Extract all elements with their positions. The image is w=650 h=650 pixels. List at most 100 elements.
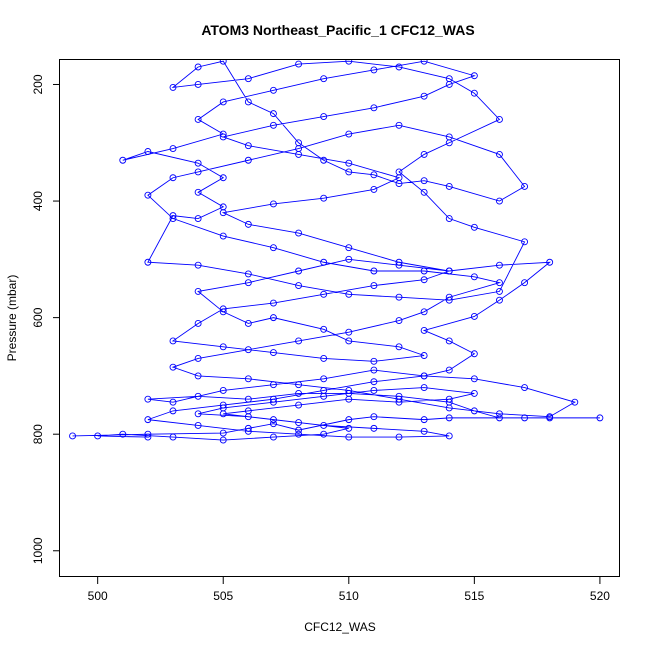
data-point bbox=[295, 145, 303, 153]
data-point bbox=[144, 191, 152, 199]
y-tick-label: 400 bbox=[31, 191, 45, 211]
y-tick-label: 800 bbox=[31, 424, 45, 444]
data-point bbox=[270, 86, 277, 94]
data-point bbox=[320, 354, 328, 362]
data-point bbox=[244, 424, 252, 432]
data-point bbox=[345, 424, 353, 432]
data-point bbox=[320, 156, 328, 164]
data-point bbox=[345, 433, 353, 441]
data-point bbox=[270, 398, 277, 406]
data-point bbox=[395, 258, 403, 266]
data-point bbox=[370, 267, 378, 275]
data-point bbox=[345, 159, 353, 167]
data-point bbox=[420, 60, 428, 65]
data-point bbox=[320, 430, 328, 438]
data-point bbox=[169, 337, 177, 345]
data-point bbox=[445, 395, 453, 403]
data-point bbox=[345, 387, 353, 394]
data-point bbox=[295, 267, 303, 275]
data-point bbox=[194, 261, 202, 269]
data-point bbox=[219, 174, 227, 182]
data-point bbox=[270, 244, 277, 252]
data-point bbox=[144, 395, 152, 403]
x-tick-label: 500 bbox=[88, 589, 108, 603]
data-point bbox=[420, 327, 428, 334]
y-tick-label: 1000 bbox=[31, 537, 45, 564]
data-point bbox=[194, 320, 202, 327]
data-point bbox=[144, 258, 152, 266]
data-point bbox=[470, 407, 478, 415]
data-point bbox=[420, 372, 428, 380]
data-point bbox=[194, 215, 202, 222]
data-point bbox=[345, 395, 353, 403]
data-point bbox=[596, 414, 604, 422]
data-point bbox=[169, 398, 177, 406]
data-point bbox=[244, 270, 252, 278]
data-point bbox=[470, 89, 478, 97]
data-point bbox=[370, 66, 378, 74]
data-point bbox=[521, 238, 529, 246]
data-point bbox=[496, 261, 503, 269]
series-line bbox=[72, 60, 600, 441]
data-point bbox=[320, 75, 328, 83]
data-point bbox=[445, 215, 453, 222]
x-axis: 500 505 510 515 520 bbox=[88, 577, 610, 603]
data-point bbox=[270, 299, 277, 307]
data-point bbox=[219, 60, 227, 65]
data-point bbox=[345, 168, 353, 176]
data-point bbox=[445, 293, 453, 301]
data-point bbox=[320, 113, 328, 120]
data-point bbox=[144, 416, 152, 424]
data-point bbox=[270, 416, 277, 424]
data-point bbox=[270, 110, 277, 118]
data-point bbox=[496, 279, 503, 287]
data-point bbox=[69, 432, 77, 440]
data-point bbox=[194, 392, 202, 400]
data-point bbox=[345, 290, 353, 298]
data-point bbox=[320, 392, 328, 400]
data-point bbox=[295, 430, 303, 438]
data-point bbox=[470, 375, 478, 383]
data-point bbox=[395, 398, 403, 406]
data-point bbox=[194, 159, 202, 167]
y-tick-label: 200 bbox=[31, 74, 45, 94]
data-point bbox=[420, 177, 428, 185]
data-point bbox=[244, 75, 252, 83]
data-point bbox=[445, 366, 453, 374]
y-tick-label: 600 bbox=[31, 307, 45, 327]
data-point bbox=[420, 276, 428, 284]
data-point bbox=[270, 121, 277, 129]
data-point bbox=[445, 183, 453, 190]
data-point bbox=[244, 320, 252, 327]
data-point bbox=[370, 366, 378, 374]
data-point bbox=[295, 426, 303, 434]
x-axis-label: CFC12_WAS bbox=[304, 620, 376, 634]
data-point bbox=[295, 337, 303, 345]
data-point bbox=[194, 81, 202, 88]
data-point bbox=[370, 387, 378, 394]
data-point bbox=[470, 72, 478, 80]
data-point bbox=[244, 142, 252, 150]
data-point bbox=[395, 343, 403, 351]
data-point bbox=[546, 413, 554, 421]
data-point bbox=[521, 279, 529, 287]
data-point bbox=[445, 404, 453, 412]
data-point bbox=[320, 375, 328, 383]
data-point bbox=[219, 98, 227, 106]
data-point bbox=[270, 349, 277, 357]
data-point bbox=[345, 244, 353, 252]
data-point bbox=[270, 433, 277, 441]
data-point bbox=[244, 156, 252, 164]
y-axis: 200 400 600 800 1000 bbox=[31, 74, 60, 564]
data-point bbox=[219, 401, 227, 409]
data-point bbox=[169, 215, 177, 222]
data-point bbox=[194, 287, 202, 295]
data-point bbox=[496, 197, 503, 205]
data-point bbox=[219, 305, 227, 313]
x-tick-label: 515 bbox=[464, 589, 484, 603]
data-point bbox=[395, 121, 403, 129]
data-point bbox=[395, 317, 403, 324]
data-point bbox=[496, 410, 503, 418]
data-point bbox=[470, 223, 478, 231]
